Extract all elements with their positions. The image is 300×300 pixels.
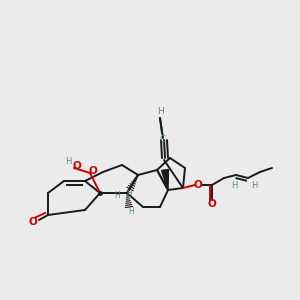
Text: H: H [65,158,71,166]
Text: C: C [160,136,166,145]
Text: O: O [88,166,98,176]
Text: H: H [157,107,164,116]
Text: H: H [114,191,120,200]
Text: O: O [28,217,38,227]
Text: H: H [231,181,237,190]
Text: O: O [208,199,216,209]
Text: O: O [194,180,202,190]
Polygon shape [161,169,169,190]
Text: H: H [251,181,257,190]
Text: H: H [128,206,134,215]
Text: H: H [126,188,132,197]
Text: O: O [73,161,81,171]
